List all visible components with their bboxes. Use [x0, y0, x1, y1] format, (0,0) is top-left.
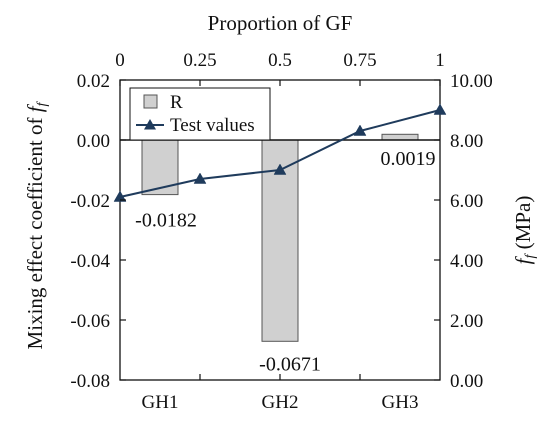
right-axis-title: ff (MPa) — [511, 196, 538, 265]
top-axis-title: Proportion of GF — [208, 11, 353, 35]
category-label-gh3: GH3 — [382, 392, 419, 413]
left-tick-label: 0.00 — [77, 131, 110, 152]
left-tick-label: -0.02 — [70, 191, 110, 212]
category-label-gh2: GH2 — [262, 392, 299, 413]
test-values-point-4 — [433, 103, 447, 115]
left-tick-label: -0.04 — [70, 251, 110, 272]
top-tick-label: 1 — [435, 50, 445, 71]
labels-group: -0.0182 -0.0671 0.0019 Proportion of GF Mixi… — [23, 11, 538, 375]
bar-value-label-gh1: -0.0182 — [135, 210, 197, 232]
legend-swatch-marker — [144, 119, 156, 130]
left-tick-label: -0.06 — [70, 311, 110, 332]
bar-gh1 — [141, 139, 179, 196]
right-tick-label: 10.00 — [450, 71, 493, 92]
left-axis-title: Mixing effect coefficient of ff — [23, 100, 50, 349]
legend-swatch-bar — [143, 94, 158, 109]
right-tick-label: 0.00 — [450, 371, 483, 392]
right-tick-label: 8.00 — [450, 131, 483, 152]
top-tick-label: 0.75 — [343, 50, 376, 71]
top-tick-label: 0.5 — [268, 50, 292, 71]
left-tick-label: 0.02 — [77, 71, 110, 92]
bar-gh3 — [381, 133, 419, 141]
left-tick-label: -0.08 — [70, 371, 110, 392]
test-values-point-1 — [193, 172, 207, 184]
bar-value-label-gh2: -0.0671 — [259, 353, 321, 375]
category-label-gh1: GH1 — [142, 392, 179, 413]
legend-label-bar: R — [170, 92, 183, 113]
top-tick-label: 0.25 — [183, 50, 216, 71]
right-tick-label: 6.00 — [450, 191, 483, 212]
test-values-point-2 — [273, 163, 287, 175]
right-tick-label: 4.00 — [450, 251, 483, 272]
right-tick-label: 2.00 — [450, 311, 483, 332]
ticks-group: 0.020.00-0.02-0.04-0.06-0.0810.008.006.0… — [70, 50, 492, 413]
bar-value-label-gh3: 0.0019 — [381, 148, 436, 170]
test-values-point-0 — [113, 190, 127, 202]
line-series-group — [113, 103, 447, 202]
legend-label-line: Test values — [170, 115, 255, 136]
test-values-point-3 — [353, 124, 367, 136]
top-tick-label: 0 — [115, 50, 125, 71]
